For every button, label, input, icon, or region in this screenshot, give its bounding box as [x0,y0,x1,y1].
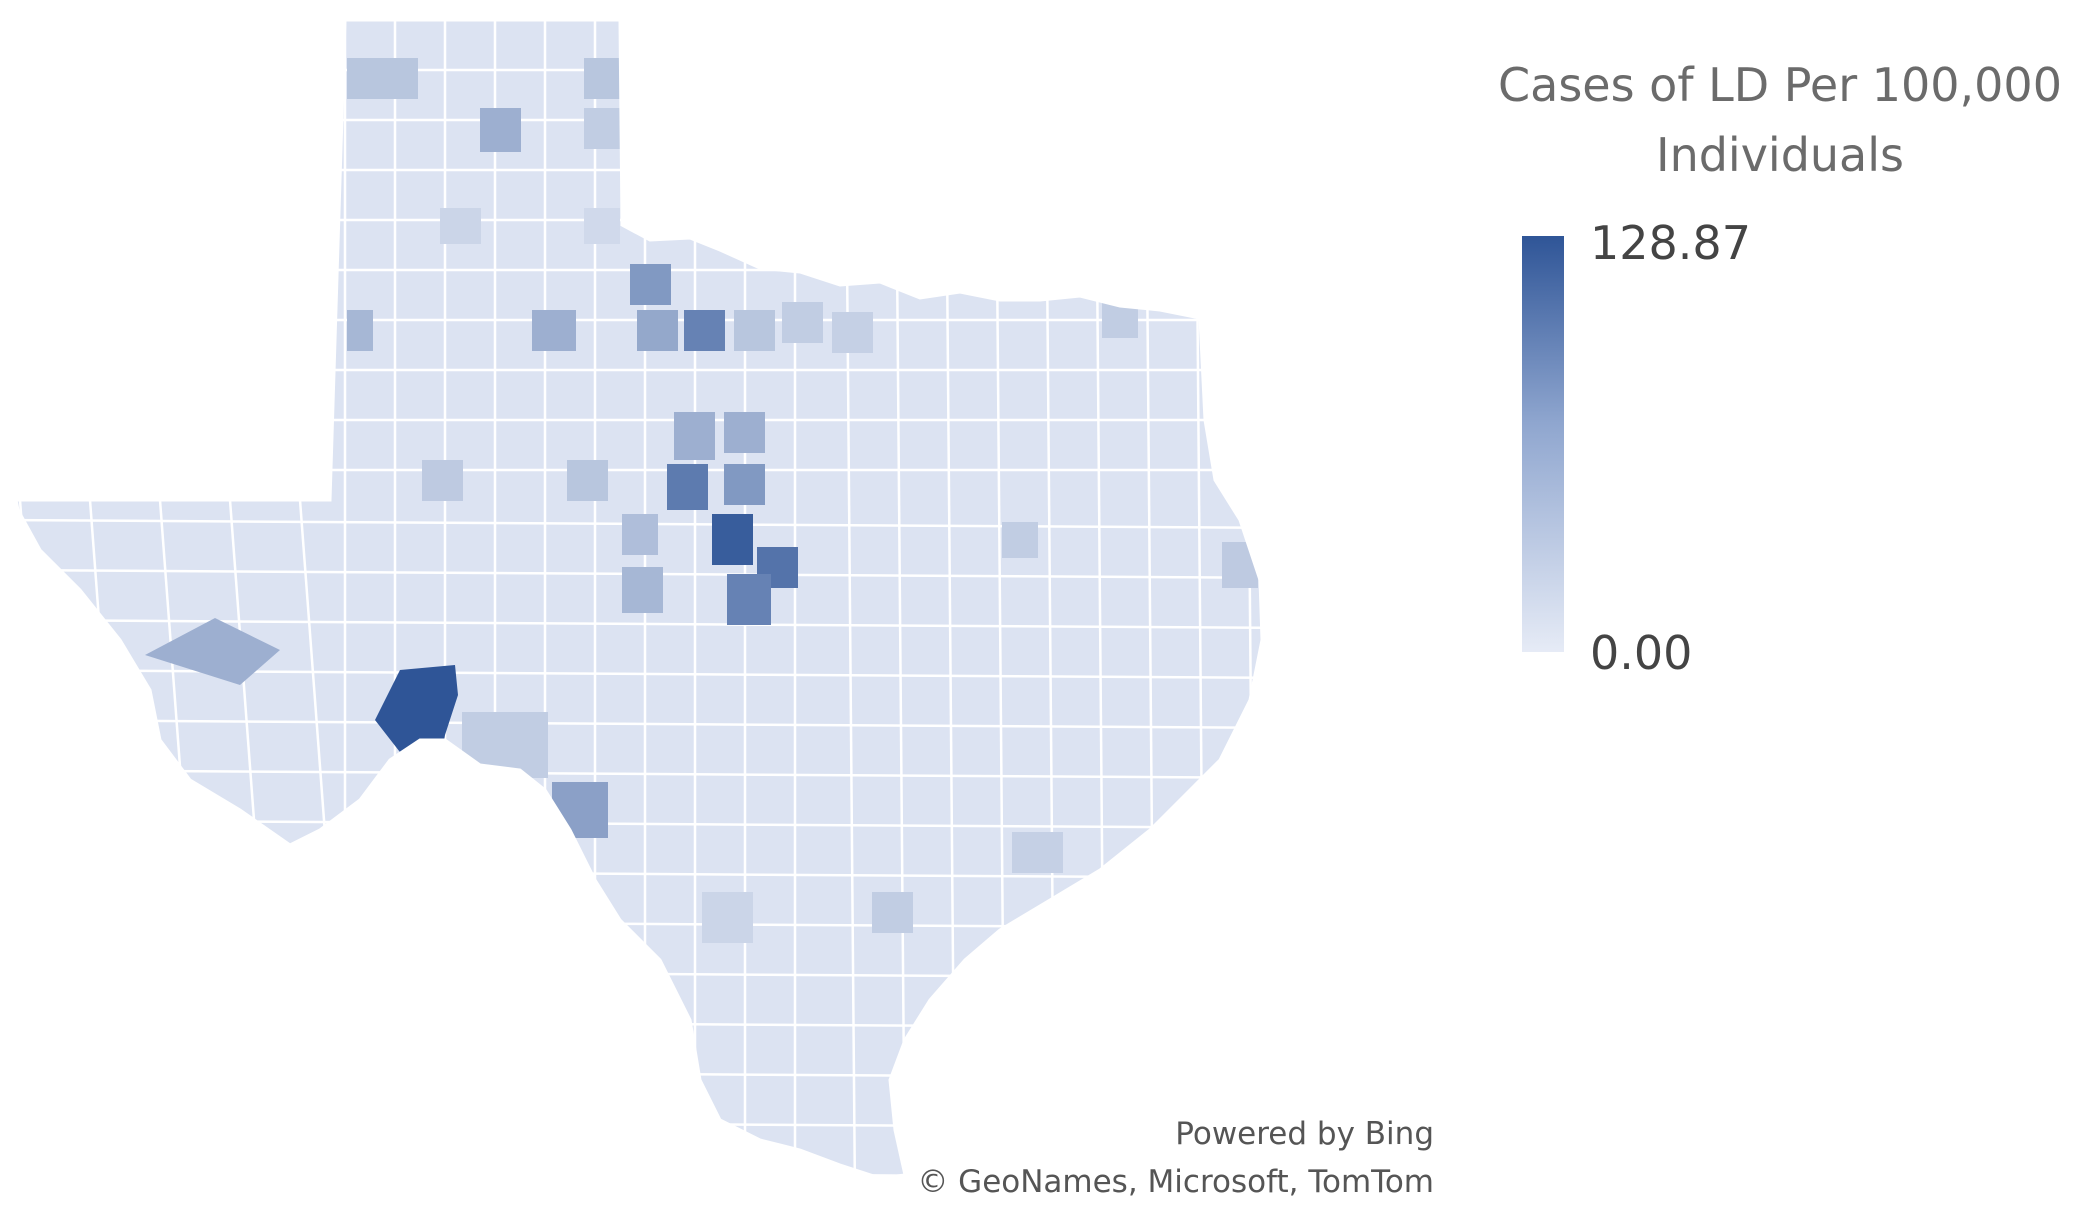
county-shaded [584,108,620,149]
county-shaded [422,460,463,501]
county-shaded [637,310,678,351]
county-shaded [1002,522,1038,558]
legend-color-scale [1522,236,1564,652]
county-shaded [1222,542,1258,588]
county-shaded [684,310,725,351]
county-border [16,718,1262,730]
map-attribution: Powered by Bing © GeoNames, Microsoft, T… [917,1110,1434,1206]
county-shaded [1012,832,1063,873]
county-shaded [712,514,753,565]
state-base-fill [16,20,1262,1178]
county-shaded [552,782,608,838]
powered-by-bing: Powered by Bing [1175,1116,1434,1152]
county-border [16,1068,1262,1080]
county-border [16,768,1262,780]
county-shaded [724,464,765,505]
copyright-notice: © GeoNames, Microsoft, TomTom [917,1164,1434,1200]
county-shaded [630,264,671,305]
county-shaded [872,892,913,933]
county-border [16,1018,1262,1030]
county-shaded [702,892,753,943]
legend-title-line2: Individuals [1656,128,1904,182]
county-shaded [622,514,658,555]
county-shaded [480,108,521,152]
county-shaded [724,412,765,453]
county-shaded [622,567,663,613]
county-shaded [145,618,280,685]
county-layer [16,20,1305,1200]
county-shaded [584,58,620,99]
county-shaded [347,58,418,99]
county-shaded [667,464,708,510]
county-shaded [727,574,771,625]
legend-min-label: 0.00 [1590,626,1693,680]
county-shaded [584,208,620,244]
county-border [18,499,52,901]
county-shaded [532,310,576,351]
legend-title: Cases of LD Per 100,000 Individuals [1480,50,2080,190]
legend-max-label: 128.87 [1590,216,1751,270]
county-border [1295,20,1305,1200]
county-shaded [782,302,823,343]
legend-title-line1: Cases of LD Per 100,000 [1498,58,2062,112]
county-shaded [347,310,373,351]
county-shaded [567,460,608,501]
county-shaded [734,310,775,351]
county-shaded [674,412,715,460]
county-shaded [440,208,481,244]
county-shaded [832,312,873,353]
county-border [16,968,1262,980]
